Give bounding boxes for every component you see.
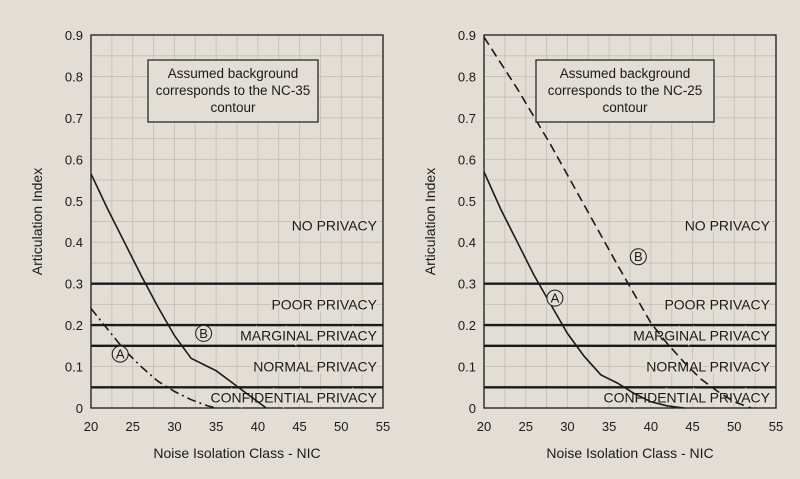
y-tick-label: 0.6	[65, 152, 83, 167]
x-axis-label: Noise Isolation Class - NIC	[153, 445, 320, 461]
series-marker-label: A	[551, 291, 560, 306]
y-tick-label: 0.1	[65, 360, 83, 375]
y-tick-label: 0.7	[65, 111, 83, 126]
x-tick-label: 30	[167, 419, 181, 434]
x-tick-label: 20	[477, 419, 491, 434]
x-tick-label: 25	[518, 419, 532, 434]
series-marker-b	[629, 248, 647, 266]
x-tick-label: 45	[292, 419, 306, 434]
y-tick-label: 0.6	[458, 152, 476, 167]
x-tick-label: 30	[560, 419, 574, 434]
annotation-box	[535, 59, 715, 123]
y-tick-label: 0.2	[458, 318, 476, 333]
x-tick-label: 50	[334, 419, 348, 434]
series-line-a	[90, 307, 217, 409]
plot-frame	[483, 34, 777, 409]
series-marker-label: A	[116, 347, 125, 362]
x-tick-label: 35	[602, 419, 616, 434]
y-tick-label: 0.5	[458, 194, 476, 209]
series-marker-a	[111, 345, 129, 363]
y-tick-label: 0.5	[65, 194, 83, 209]
y-axis-label: Articulation Index	[29, 168, 45, 275]
y-tick-label: 0	[469, 401, 476, 416]
y-tick-label: 0.4	[65, 235, 83, 250]
y-tick-label: 0.1	[458, 360, 476, 375]
series-marker-label: B	[199, 326, 208, 341]
y-tick-label: 0.2	[65, 318, 83, 333]
x-tick-label: 20	[84, 419, 98, 434]
x-tick-label: 25	[125, 419, 139, 434]
x-tick-label: 40	[644, 419, 658, 434]
zone-label: POOR PRIVACY	[271, 296, 377, 312]
x-tick-label: 35	[209, 419, 223, 434]
y-tick-label: 0.9	[458, 28, 476, 43]
annotation-text: corresponds to the NC-25	[548, 83, 703, 98]
y-tick-label: 0.4	[458, 235, 476, 250]
y-tick-label: 0.3	[65, 277, 83, 292]
plot-frame	[90, 34, 384, 409]
y-tick-label: 0	[76, 401, 83, 416]
x-tick-label: 40	[251, 419, 265, 434]
series-marker-b	[195, 324, 213, 342]
zone-label: NO PRIVACY	[685, 218, 771, 234]
annotation-text: Assumed background	[168, 66, 299, 81]
annotation-text: contour	[210, 100, 256, 115]
zone-label: NORMAL PRIVACY	[646, 359, 770, 375]
annotation-text: corresponds to the NC-35	[156, 83, 311, 98]
x-tick-label: 50	[727, 419, 741, 434]
series-marker-a	[546, 289, 564, 307]
y-tick-label: 0.9	[65, 28, 83, 43]
zone-label: NO PRIVACY	[292, 218, 378, 234]
y-tick-label: 0.3	[458, 277, 476, 292]
series-line-b	[483, 36, 752, 409]
x-tick-label: 55	[769, 419, 783, 434]
zone-label: MARGINAL PRIVACY	[240, 327, 378, 343]
annotation-text: Assumed background	[560, 66, 691, 81]
zone-label: NORMAL PRIVACY	[253, 359, 377, 375]
series-line-a	[483, 171, 685, 409]
y-tick-label: 0.8	[458, 69, 476, 84]
y-tick-label: 0.8	[65, 69, 83, 84]
series-marker-label: B	[634, 249, 643, 264]
zone-label: CONFIDENTIAL PRIVACY	[604, 390, 771, 406]
y-axis-label: Articulation Index	[422, 168, 438, 275]
x-tick-label: 55	[376, 419, 390, 434]
chart-panel-2: 20 25 30 35 40 45 50 55 0 0.1 0.2 0.3 0.4 0.5 0.6 0.7 0.…	[422, 28, 783, 461]
zone-label: MARGINAL PRIVACY	[633, 327, 771, 343]
zone-label: CONFIDENTIAL PRIVACY	[211, 390, 378, 406]
annotation-text: contour	[602, 100, 648, 115]
x-tick-label: 45	[685, 419, 699, 434]
series-line-b	[90, 173, 267, 409]
y-tick-label: 0.7	[458, 111, 476, 126]
x-axis-label: Noise Isolation Class - NIC	[546, 445, 713, 461]
chart-panel-1: 20 25 30 35 40 45 50 55 0 0.1 0.2 0.3 0.4 0.5 0.6 0.7 0.…	[29, 28, 390, 461]
annotation-box	[147, 59, 319, 123]
zone-label: POOR PRIVACY	[664, 296, 770, 312]
